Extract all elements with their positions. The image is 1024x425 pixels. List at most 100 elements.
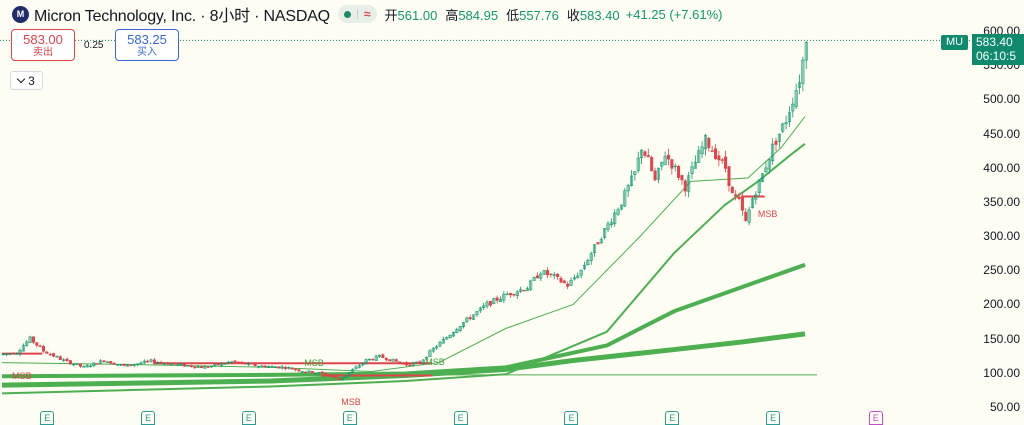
candle[interactable] (95, 363, 99, 365)
candle[interactable] (431, 347, 435, 352)
candle[interactable] (532, 277, 536, 281)
symbol-title[interactable]: Micron Technology, Inc. · 8小时 · NASDAQ (34, 8, 330, 25)
candle[interactable] (341, 377, 345, 381)
candle[interactable] (374, 355, 378, 361)
candle[interactable] (290, 367, 294, 370)
candle[interactable] (549, 273, 553, 275)
candle[interactable] (31, 336, 35, 343)
candle[interactable] (401, 363, 405, 365)
candle[interactable] (310, 371, 314, 374)
candle[interactable] (287, 367, 291, 369)
candle[interactable] (724, 156, 728, 169)
candle[interactable] (714, 148, 718, 159)
candle[interactable] (475, 311, 479, 315)
candle[interactable] (418, 361, 422, 364)
candle[interactable] (717, 155, 721, 161)
candle[interactable] (451, 332, 455, 337)
candle[interactable] (445, 337, 449, 340)
candle[interactable] (394, 359, 398, 362)
candle[interactable] (189, 365, 193, 367)
candle[interactable] (109, 361, 113, 364)
candle[interactable] (236, 361, 240, 364)
candle[interactable] (794, 90, 798, 108)
candle[interactable] (593, 244, 597, 254)
candle[interactable] (478, 307, 482, 312)
candle[interactable] (623, 190, 627, 207)
candle[interactable] (656, 167, 660, 180)
candle[interactable] (509, 292, 513, 296)
candle[interactable] (576, 275, 580, 278)
candle[interactable] (640, 149, 644, 159)
candle[interactable] (589, 253, 593, 261)
candle[interactable] (307, 370, 311, 373)
candle[interactable] (129, 364, 133, 366)
candle[interactable] (122, 363, 126, 366)
candle[interactable] (361, 362, 365, 366)
candle[interactable] (448, 334, 452, 339)
candle[interactable] (173, 362, 177, 365)
candle[interactable] (761, 173, 765, 183)
candle[interactable] (216, 363, 220, 366)
candle[interactable] (539, 273, 543, 279)
sell-button[interactable]: 583.00 卖出 (11, 29, 75, 61)
candle[interactable] (492, 298, 496, 305)
candle[interactable] (115, 364, 119, 366)
candle[interactable] (465, 317, 469, 322)
earnings-marker-icon[interactable]: E (665, 411, 680, 425)
candle[interactable] (206, 366, 210, 368)
candle[interactable] (55, 356, 59, 358)
candle[interactable] (720, 159, 724, 161)
candle[interactable] (552, 274, 556, 276)
candle[interactable] (159, 362, 163, 364)
candle[interactable] (354, 366, 358, 370)
candle[interactable] (529, 280, 533, 290)
candle[interactable] (280, 366, 284, 369)
candle[interactable] (690, 166, 694, 175)
candle[interactable] (771, 143, 775, 161)
candle[interactable] (633, 171, 637, 176)
candle[interactable] (572, 277, 576, 280)
candle[interactable] (15, 353, 19, 355)
candle[interactable] (670, 159, 674, 169)
candle[interactable] (502, 293, 506, 301)
candle[interactable] (283, 366, 287, 369)
candle[interactable] (75, 363, 79, 365)
candle[interactable] (142, 360, 146, 364)
candle[interactable] (1, 353, 5, 356)
candle[interactable] (65, 358, 69, 361)
candle[interactable] (693, 161, 697, 169)
candle[interactable] (82, 366, 86, 368)
candle[interactable] (381, 354, 385, 359)
candle[interactable] (28, 336, 32, 343)
candle[interactable] (643, 151, 647, 156)
earnings-marker-icon[interactable]: E (453, 411, 468, 425)
candle[interactable] (270, 365, 274, 368)
candle[interactable] (609, 222, 613, 226)
candle[interactable] (193, 366, 197, 369)
candle[interactable] (801, 59, 805, 84)
candle[interactable] (774, 140, 778, 145)
candle[interactable] (680, 175, 684, 181)
candle[interactable] (599, 239, 603, 244)
candle[interactable] (72, 363, 76, 366)
candle[interactable] (562, 280, 566, 284)
candle[interactable] (263, 365, 267, 368)
candle[interactable] (616, 209, 620, 215)
candle[interactable] (603, 228, 607, 238)
candle[interactable] (582, 264, 586, 269)
candle[interactable] (754, 194, 758, 200)
candle[interactable] (630, 175, 634, 186)
candle[interactable] (438, 341, 442, 347)
candle[interactable] (176, 363, 180, 366)
candle[interactable] (498, 298, 502, 302)
candle[interactable] (48, 353, 52, 356)
candle[interactable] (253, 363, 257, 367)
candle[interactable] (404, 362, 408, 366)
candle[interactable] (750, 198, 754, 209)
candle[interactable] (744, 211, 748, 221)
candle[interactable] (435, 346, 439, 349)
earnings-marker-icon[interactable]: E (342, 411, 357, 425)
candle[interactable] (240, 361, 244, 364)
candle[interactable] (102, 360, 106, 363)
